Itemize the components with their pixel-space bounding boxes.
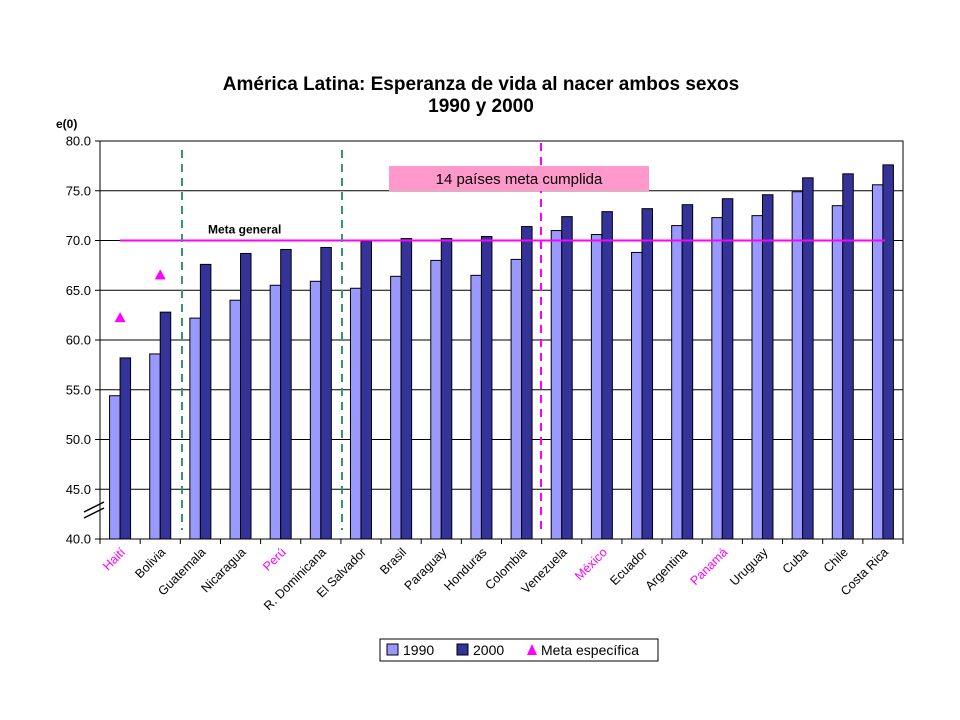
bar-1990-peru — [269, 284, 282, 540]
y-tick-label: 60.0 — [66, 333, 91, 348]
x-tick-label-honduras: Honduras — [441, 545, 489, 593]
axis-break-marker — [83, 501, 105, 519]
bar-1990-uruguay — [751, 215, 763, 540]
bar-2000-honduras — [480, 236, 493, 540]
bar-1990-el-salvador — [349, 287, 362, 540]
bar-1990-ecuador — [631, 251, 643, 540]
y-axis-ticks: 40.0 45.0 50.0 55.0 60.0 65.0 70.0 75.0 80.0 — [66, 134, 100, 547]
bar-1990-costa-rica — [871, 184, 884, 540]
y-tick-label: 50.0 — [66, 432, 91, 447]
bar-1990-cuba — [791, 191, 804, 540]
bar-1990-nicaragua — [229, 299, 242, 540]
x-tick-label-mexico: México — [572, 545, 610, 583]
meta-especifica-marker-haiti — [114, 312, 126, 323]
bar-1990-colombia — [510, 258, 523, 540]
bar-2000-cuba — [802, 177, 814, 540]
x-tick-label-argentina: Argentina — [643, 545, 691, 593]
bar-1990-brasil — [390, 275, 402, 540]
bar-1990-haiti — [109, 395, 121, 540]
legend-box — [379, 638, 659, 662]
y-tick-label: 65.0 — [66, 283, 91, 298]
bar-2000-haiti — [119, 357, 132, 540]
meta-especifica-markers — [114, 269, 166, 323]
bar-2000-argentina — [681, 204, 694, 540]
bar-1990-r-dominicana — [309, 280, 322, 540]
legend-label-meta-especifica: Meta específica — [541, 642, 639, 658]
bar-1990-panama — [711, 217, 723, 540]
chart-title-line-2: 1990 y 2000 — [428, 96, 534, 117]
y-tick-label: 70.0 — [66, 233, 91, 248]
x-tick-label-cuba: Cuba — [780, 545, 811, 576]
bar-2000-venezuela — [561, 216, 573, 540]
legend-swatch-meta-especifica — [527, 644, 537, 655]
annotation-banner-text: 14 países meta cumplida — [436, 171, 603, 188]
x-tick-label-uruguay: Uruguay — [727, 545, 771, 589]
bar-2000-mexico — [601, 211, 613, 540]
legend-swatch-2000 — [456, 643, 469, 656]
x-tick-label-haiti: Haití — [100, 545, 128, 573]
legend-swatch-1990 — [386, 643, 399, 656]
meta-especifica-marker-bolivia — [154, 269, 166, 280]
bar-2000-el-salvador — [360, 240, 372, 540]
bar-1990-honduras — [470, 274, 482, 540]
bar-2000-guatemala — [199, 263, 212, 540]
bar-1990-venezuela — [550, 230, 563, 540]
bar-2000-ecuador — [641, 208, 654, 540]
bar-2000-paraguay — [440, 238, 453, 540]
bar-2000-r-dominicana — [320, 246, 332, 540]
y-tick-label: 80.0 — [66, 134, 91, 149]
chart-title-line-1: América Latina: Esperanza de vida al nac… — [223, 74, 739, 95]
legend-label-2000: 2000 — [473, 642, 504, 658]
bar-1990-mexico — [590, 234, 603, 540]
bars — [109, 164, 894, 540]
x-tick-label-chile: Chile — [821, 545, 851, 575]
legend-label-1990: 1990 — [403, 642, 434, 658]
bar-2000-panama — [721, 198, 734, 540]
bar-1990-bolivia — [149, 353, 161, 540]
x-tick-label-peru: Perú — [260, 545, 289, 574]
reference-line-label: Meta general — [208, 223, 281, 237]
bar-1990-guatemala — [189, 317, 201, 540]
annotation-banner — [389, 166, 649, 191]
bar-1990-paraguay — [430, 259, 442, 540]
bar-2000-peru — [280, 248, 292, 540]
bar-2000-bolivia — [159, 311, 172, 540]
bar-2000-nicaragua — [240, 252, 252, 540]
y-tick-label: 45.0 — [66, 482, 91, 497]
bar-1990-chile — [831, 205, 844, 540]
bar-2000-uruguay — [761, 194, 774, 540]
bar-2000-chile — [842, 173, 854, 540]
legend: 1990 2000 Meta específica — [379, 638, 659, 662]
bar-2000-costa-rica — [882, 164, 894, 540]
y-tick-label: 75.0 — [66, 183, 91, 198]
y-axis-label: e(0) — [56, 117, 77, 131]
bar-2000-brasil — [400, 238, 413, 540]
x-tick-label-bolivia: Bolivia — [132, 545, 168, 581]
x-tick-label-panama: Panamá — [688, 545, 731, 588]
y-tick-label: 40.0 — [66, 532, 91, 547]
x-tick-label-brasil: Brasil — [377, 545, 409, 577]
bar-2000-colombia — [521, 226, 533, 540]
y-tick-label: 55.0 — [66, 382, 91, 397]
bar-1990-argentina — [671, 225, 683, 540]
